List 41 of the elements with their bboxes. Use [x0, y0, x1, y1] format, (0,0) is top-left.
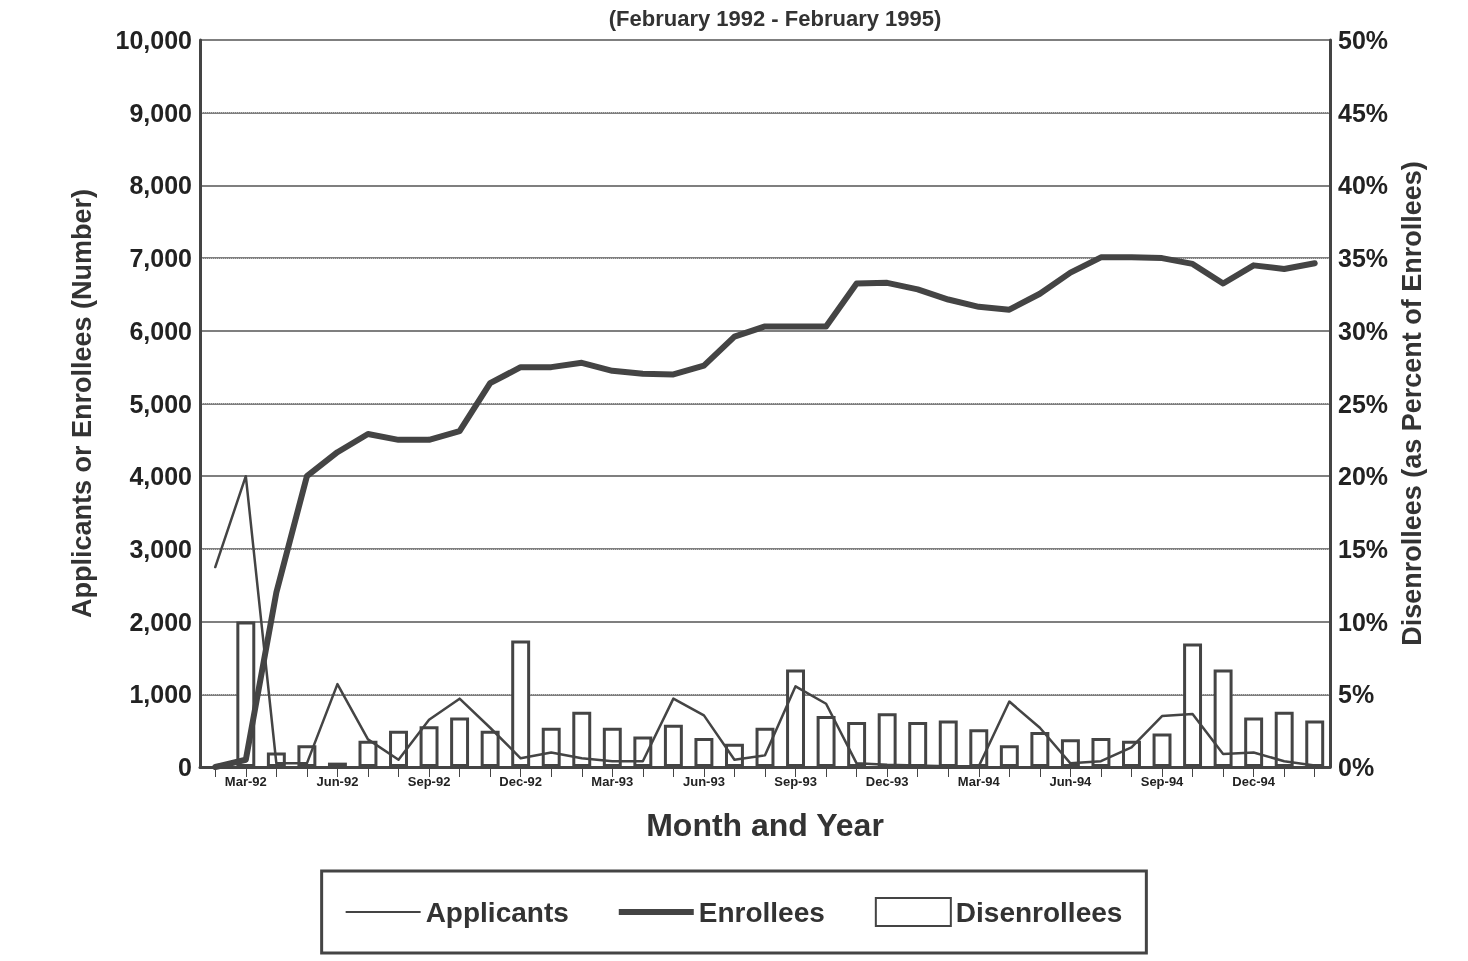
- y2-tick-label: 5%: [1338, 680, 1375, 709]
- y-tick-label: 4,000: [129, 462, 192, 491]
- x-tick-label: Jun-94: [1049, 774, 1093, 789]
- x-tick-label: Dec-93: [865, 774, 909, 789]
- y2-tick-label: 30%: [1338, 316, 1389, 345]
- x-tick-label: Sep-94: [1140, 774, 1185, 789]
- y2-axis-title: Disenrollees (as Percent of Enrollees): [1397, 161, 1428, 646]
- y2-tick-label: 15%: [1338, 534, 1389, 563]
- chart-title: (February 1992 - February 1995): [608, 5, 942, 31]
- y-tick-label: 2,000: [129, 607, 192, 636]
- y-tick-label: 1,000: [129, 680, 192, 709]
- y-tick-label: 6,000: [129, 316, 192, 345]
- legend-label: Disenrollees: [955, 896, 1123, 928]
- y2-tick-label: 20%: [1338, 462, 1389, 491]
- x-axis-title: Month and Year: [646, 807, 884, 843]
- x-tick-label: Mar-93: [591, 774, 634, 789]
- x-tick-label: Mar-92: [224, 774, 267, 789]
- x-tick-label: Sep-93: [774, 774, 817, 789]
- x-tick-label: Dec-92: [499, 774, 542, 789]
- y-tick-label: 5,000: [129, 389, 192, 418]
- y-tick-label: 10,000: [115, 26, 192, 54]
- y-axis-title: Applicants or Enrollees (Number): [66, 188, 97, 619]
- y2-tick-label: 50%: [1338, 26, 1389, 54]
- y2-tick-label: 0%: [1338, 753, 1375, 781]
- y2-tick-label: 45%: [1338, 98, 1389, 127]
- y-tick-label: 9,000: [129, 98, 192, 127]
- legend-label: Applicants: [425, 896, 569, 928]
- y-tick-label: 7,000: [129, 244, 192, 273]
- y2-tick-label: 40%: [1338, 171, 1389, 200]
- x-tick-label: Sep-92: [407, 774, 451, 789]
- legend-label: Enrollees: [698, 896, 825, 928]
- x-tick-label: Jun-93: [682, 774, 725, 789]
- y-tick-label: 3,000: [129, 534, 192, 563]
- x-tick-label: Jun-92: [316, 774, 359, 789]
- y-tick-label: 8,000: [129, 171, 192, 200]
- x-tick-label: Dec-94: [1232, 774, 1276, 789]
- x-tick-label: Mar-94: [957, 774, 1001, 789]
- y-tick-label: 0: [178, 753, 192, 781]
- y2-tick-label: 10%: [1338, 607, 1389, 636]
- y2-tick-label: 35%: [1338, 244, 1389, 273]
- y2-tick-label: 25%: [1338, 389, 1389, 418]
